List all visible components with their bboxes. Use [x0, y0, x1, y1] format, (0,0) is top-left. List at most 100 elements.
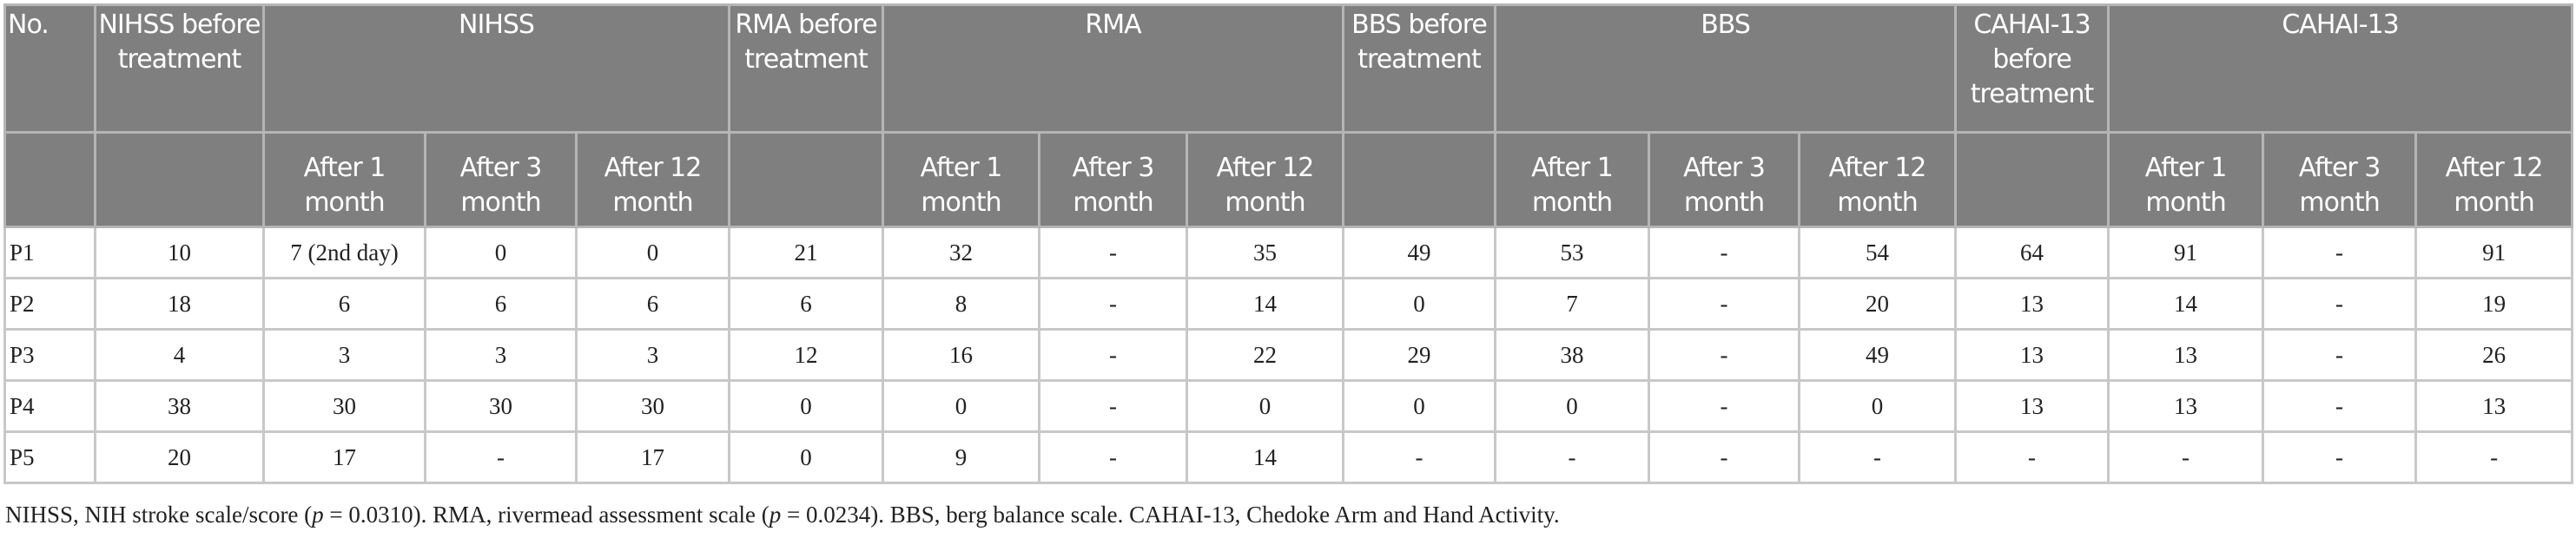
footnote-part: = 0.0234). BBS, berg balance scale. CAHA… [781, 502, 1560, 528]
table-cell: - [1038, 328, 1188, 382]
header-sub: After 12 month [575, 131, 730, 228]
table-cell: 0 [1342, 277, 1497, 331]
table-cell: 19 [2414, 277, 2574, 331]
table-cell: 38 [94, 379, 265, 433]
patient-id: P5 [3, 430, 96, 484]
table-cell: 0 [728, 430, 884, 484]
table-cell: - [1494, 430, 1651, 484]
table-cell: 0 [1494, 379, 1651, 433]
table-cell: 64 [1954, 226, 2110, 279]
table-cell: - [1954, 430, 2110, 484]
patient-id: P2 [3, 277, 96, 331]
header-row-1: No. NIHSS before treatment NIHSS RMA befor… [3, 3, 2574, 134]
header-before-blank [728, 131, 884, 228]
table-cell: 6 [728, 277, 884, 331]
header-before-treatment: NIHSS before treatment [94, 3, 265, 134]
table-cell: 91 [2107, 226, 2265, 279]
table-cell: - [2262, 379, 2418, 433]
header-sub: After 12 month [2414, 131, 2574, 228]
table-cell: - [424, 430, 578, 484]
footnote-part: NIHSS, NIH stroke scale/score ( [5, 502, 313, 528]
table-cell: 38 [1494, 328, 1651, 382]
table-cell: 49 [1342, 226, 1497, 279]
header-sub: After 1 month [2107, 131, 2265, 228]
table-cell: - [1648, 226, 1801, 279]
table-cell: - [2262, 277, 2418, 331]
table-cell: 30 [262, 379, 426, 433]
results-table: No. NIHSS before treatment NIHSS RMA befor… [3, 3, 2574, 484]
table-cell: 0 [1342, 379, 1497, 433]
table-cell: 0 [1185, 379, 1345, 433]
table-cell: 17 [262, 430, 426, 484]
table-cell: 10 [94, 226, 265, 279]
table-cell: 30 [575, 379, 730, 433]
table-cell: 3 [575, 328, 730, 382]
table-cell: 53 [1494, 226, 1651, 279]
table-cell: - [1798, 430, 1958, 484]
patient-id: P1 [3, 226, 96, 279]
table-cell: 91 [2414, 226, 2574, 279]
table-cell: 13 [2107, 379, 2265, 433]
header-before-blank [1342, 131, 1497, 228]
table-cell: 21 [728, 226, 884, 279]
table-cell: - [1648, 430, 1801, 484]
table-cell: 13 [2107, 328, 2265, 382]
header-sub: After 12 month [1798, 131, 1958, 228]
table-cell: 35 [1185, 226, 1345, 279]
table-cell: - [1038, 430, 1188, 484]
header-group: BBS [1494, 3, 1958, 134]
table-cell: - [2262, 430, 2418, 484]
table-cell: 16 [882, 328, 1040, 382]
table-cell: - [2414, 430, 2574, 484]
table-cell: 7 (2nd day) [262, 226, 426, 279]
header-sub: After 1 month [882, 131, 1040, 228]
table-cell: 54 [1798, 226, 1958, 279]
table-cell: 0 [424, 226, 578, 279]
table-cell: 13 [1954, 277, 2110, 331]
table-cell: - [1648, 379, 1801, 433]
header-group: CAHAI-13 [2107, 3, 2574, 134]
header-before-treatment: CAHAI-13 before treatment [1954, 3, 2110, 134]
table-cell: 13 [1954, 379, 2110, 433]
table-cell: 30 [424, 379, 578, 433]
table-cell: 32 [882, 226, 1040, 279]
header-sub: After 1 month [262, 131, 426, 228]
table-cell: 14 [2107, 277, 2265, 331]
table-cell: 3 [424, 328, 578, 382]
table-cell: 8 [882, 277, 1040, 331]
header-sub: After 3 month [1038, 131, 1188, 228]
table-cell: 29 [1342, 328, 1497, 382]
table-row: P5 20 17-17 0 9-14- - - - - - - - [3, 430, 2574, 484]
table-cell: 6 [424, 277, 578, 331]
table-cell: 20 [94, 430, 265, 484]
table-cell: 6 [262, 277, 426, 331]
header-before-blank [94, 131, 265, 228]
header-sub: After 12 month [1185, 131, 1345, 228]
table-cell: 13 [1954, 328, 2110, 382]
patient-id: P3 [3, 328, 96, 382]
table-cell: - [2262, 328, 2418, 382]
table-cell: - [1342, 430, 1497, 484]
table-cell: 6 [575, 277, 730, 331]
table-row: P3 4 3 3 3 12 16-22 29 38-49 13 13-26 [3, 328, 2574, 382]
header-sub: After 1 month [1494, 131, 1651, 228]
header-no-blank [3, 131, 96, 228]
header-before-treatment: RMA before treatment [728, 3, 884, 134]
table-row: P2 18 6 6 6 6 8-14 0 7-20 13 14-19 [3, 277, 2574, 331]
table-footnote: NIHSS, NIH stroke scale/score (p = 0.031… [5, 502, 1560, 528]
table-cell: 17 [575, 430, 730, 484]
table-cell: 3 [262, 328, 426, 382]
table-cell: 13 [2414, 379, 2574, 433]
table-cell: 14 [1185, 430, 1345, 484]
table-cell: - [1648, 328, 1801, 382]
footnote-p: p [312, 502, 324, 528]
table-row: P4 38 30 30 30 0 0-0 0 0-0 13 13-13 [3, 379, 2574, 433]
table-cell: - [2262, 226, 2418, 279]
header-before-blank [1954, 131, 2110, 228]
header-group: RMA [881, 3, 1345, 134]
table-cell: 12 [728, 328, 884, 382]
table-cell: - [1038, 379, 1188, 433]
header-sub: After 3 month [1648, 131, 1801, 228]
header-sub: After 3 month [424, 131, 578, 228]
table-row: P1 10 7 (2nd day) 0 0 21 32-35 49 53-54 64 91-91 [3, 226, 2574, 279]
